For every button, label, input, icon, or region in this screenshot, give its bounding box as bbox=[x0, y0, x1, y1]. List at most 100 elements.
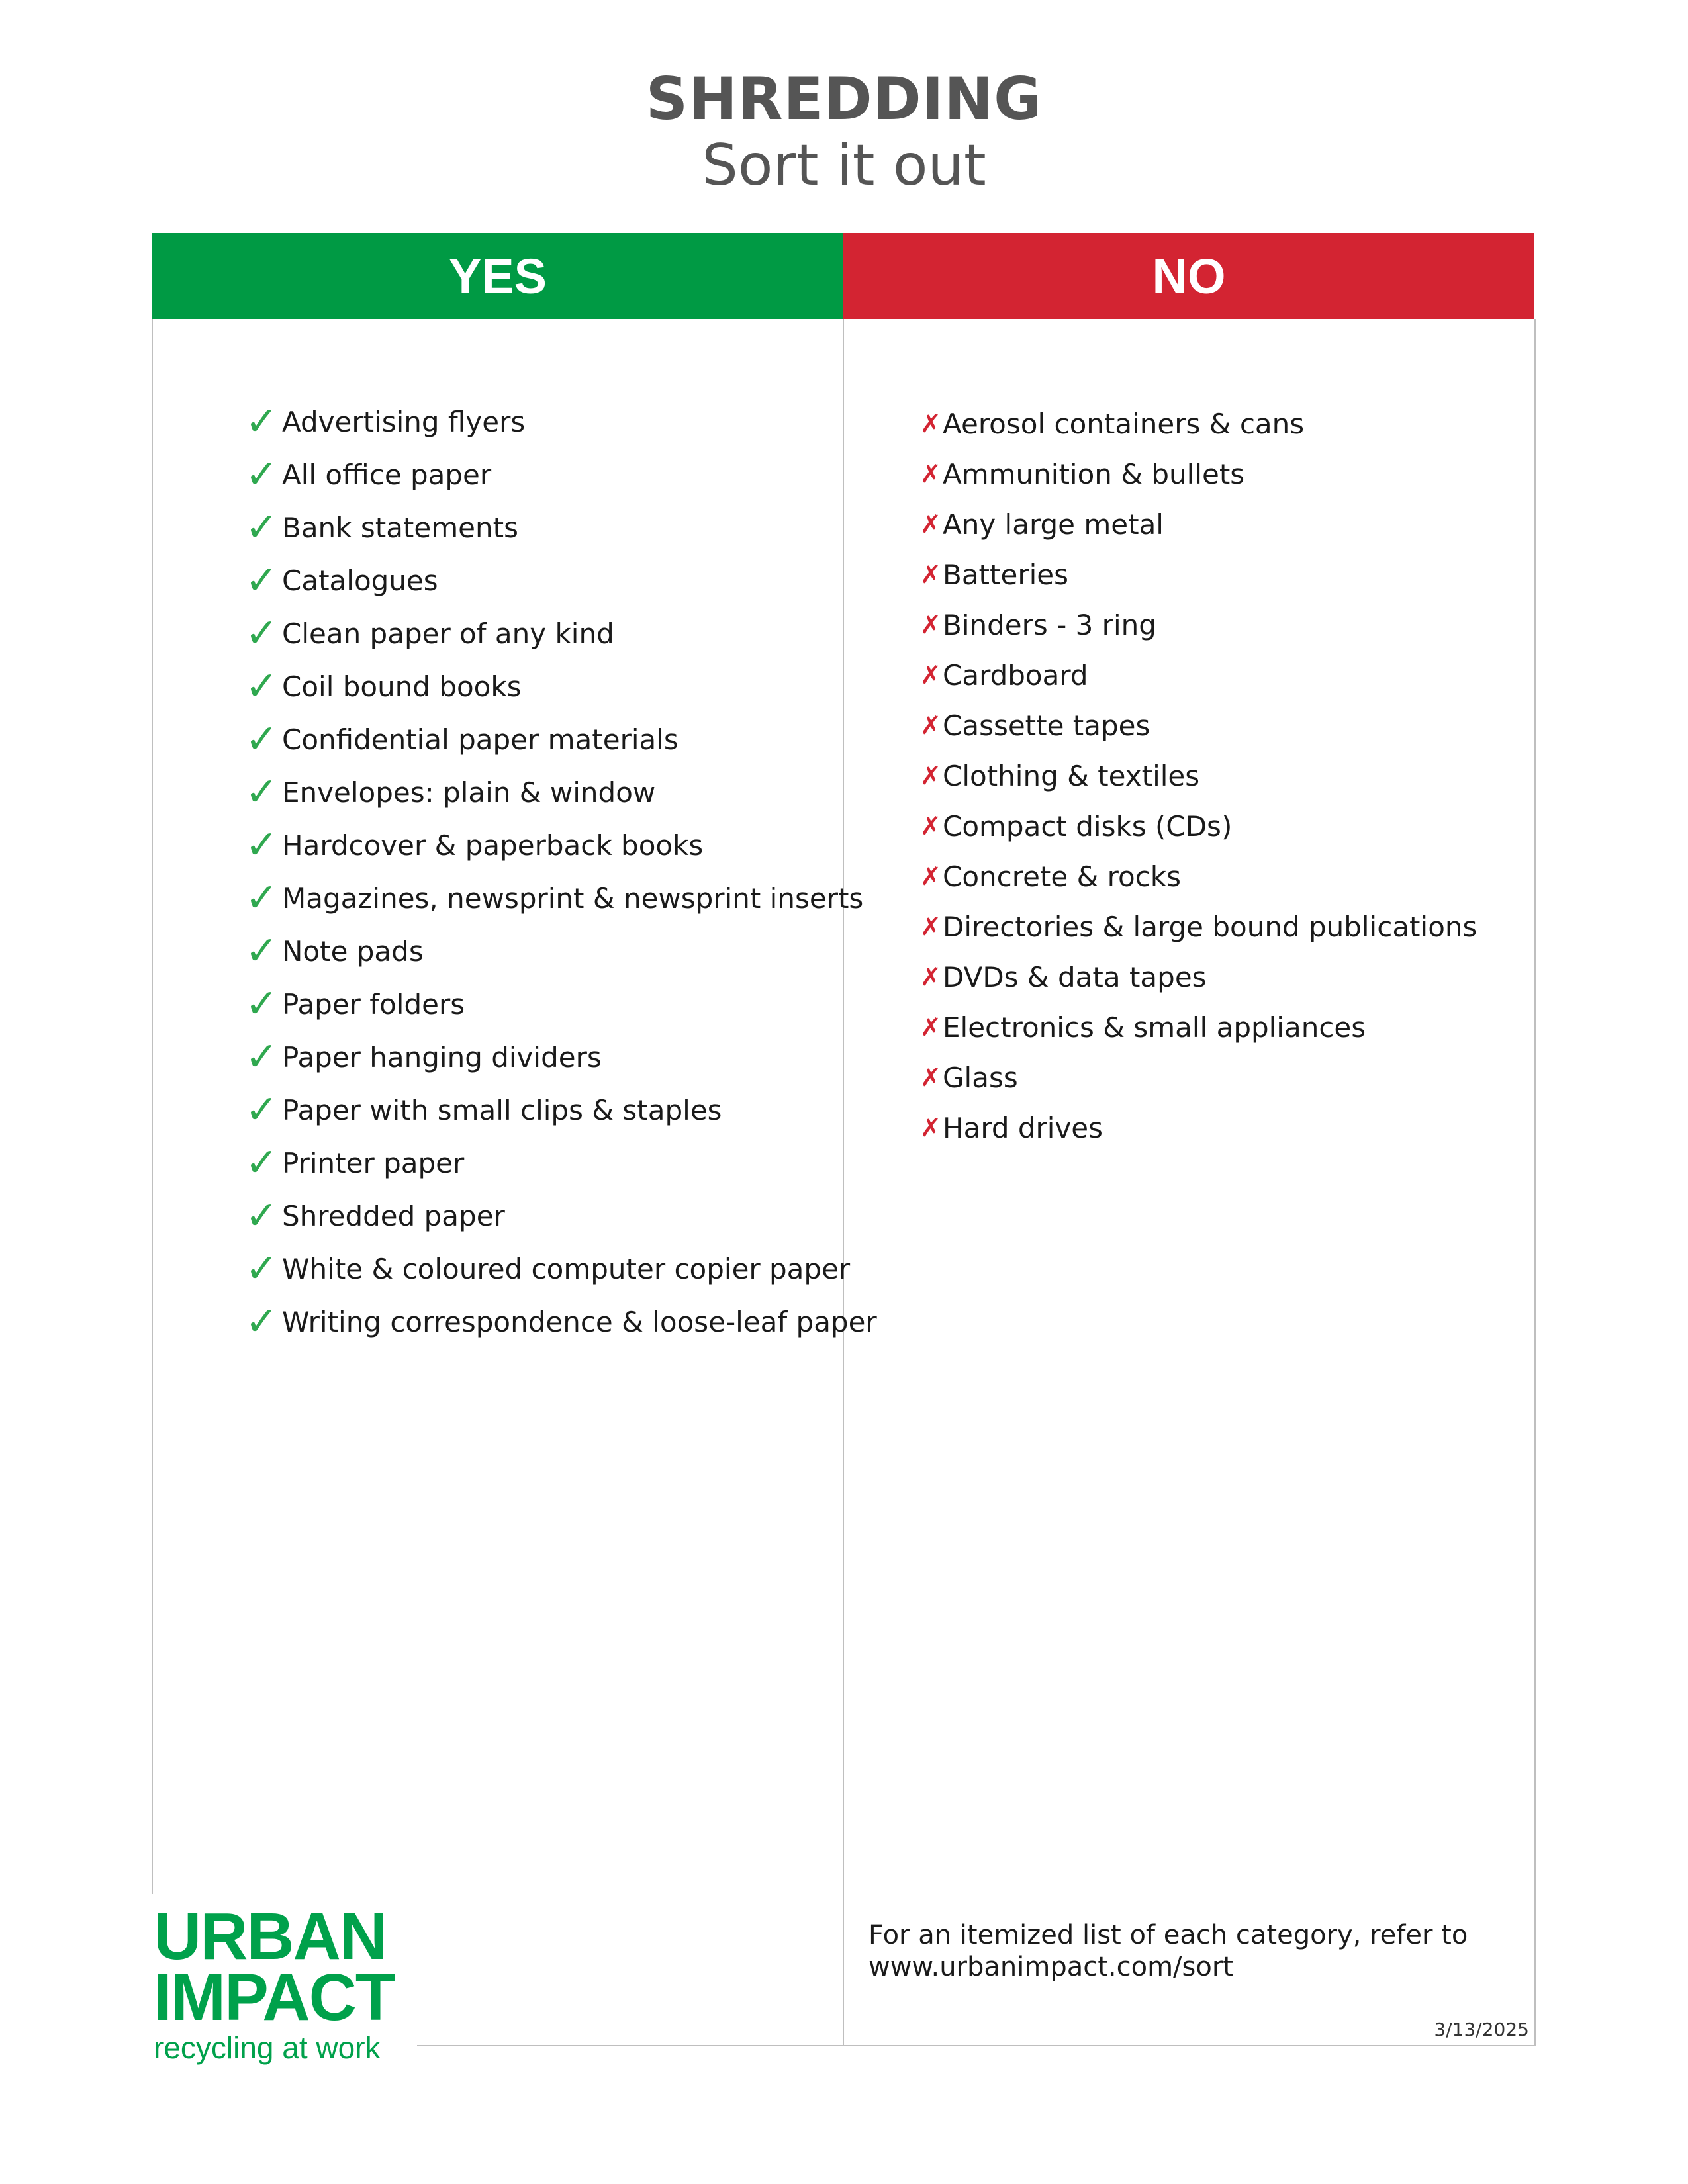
yes-item-label: Advertising flyers bbox=[282, 405, 526, 438]
no-item-label: Concrete & rocks bbox=[943, 860, 1182, 893]
check-icon: ✓ bbox=[245, 981, 279, 1027]
no-item: ✗ DVDs & data tapes bbox=[920, 952, 1477, 1002]
check-icon: ✓ bbox=[245, 1193, 279, 1239]
cross-icon: ✗ bbox=[920, 660, 941, 690]
footer-note-line-1: For an itemized list of each category, r… bbox=[868, 1920, 1468, 1950]
yes-item-label: Clean paper of any kind bbox=[282, 617, 614, 650]
no-item-label: Cassette tapes bbox=[943, 709, 1150, 742]
yes-item: ✓ Note pads bbox=[245, 925, 877, 978]
check-icon: ✓ bbox=[245, 1298, 279, 1345]
check-icon: ✓ bbox=[245, 716, 279, 762]
yes-item: ✓ Printer paper bbox=[245, 1136, 877, 1189]
check-icon: ✓ bbox=[245, 451, 279, 498]
yes-item-label: Shredded paper bbox=[282, 1199, 505, 1232]
check-icon: ✓ bbox=[245, 1087, 279, 1133]
yes-item: ✓ White & coloured computer copier paper bbox=[245, 1242, 877, 1295]
yes-item-label: Magazines, newsprint & newsprint inserts bbox=[282, 882, 864, 915]
urban-impact-logo: URBAN IMPACT recycling at work bbox=[154, 1899, 396, 2068]
yes-item-label: White & coloured computer copier paper bbox=[282, 1252, 851, 1285]
no-item-label: Ammunition & bullets bbox=[943, 457, 1245, 490]
cross-icon: ✗ bbox=[920, 862, 941, 891]
yes-item: ✓ Paper folders bbox=[245, 978, 877, 1030]
yes-item-label: Coil bound books bbox=[282, 670, 522, 703]
yes-item: ✓ Paper hanging dividers bbox=[245, 1030, 877, 1083]
no-item: ✗ Cassette tapes bbox=[920, 700, 1477, 751]
cross-icon: ✗ bbox=[920, 1063, 941, 1092]
cross-icon: ✗ bbox=[920, 459, 941, 488]
cross-icon: ✗ bbox=[920, 560, 941, 589]
yes-item: ✓ All office paper bbox=[245, 448, 877, 501]
footer-note: For an itemized list of each category, r… bbox=[868, 1919, 1468, 1983]
yes-item: ✓ Magazines, newsprint & newsprint insert… bbox=[245, 872, 877, 925]
no-item: ✗ Batteries bbox=[920, 549, 1477, 600]
cross-icon: ✗ bbox=[920, 1013, 941, 1042]
check-icon: ✓ bbox=[245, 875, 279, 921]
yes-item-label: Writing correspondence & loose-leaf pape… bbox=[282, 1305, 877, 1338]
check-icon: ✓ bbox=[245, 1034, 279, 1080]
no-item: ✗ Aerosol containers & cans bbox=[920, 398, 1477, 449]
check-icon: ✓ bbox=[245, 504, 279, 551]
check-icon: ✓ bbox=[245, 928, 279, 974]
no-item: ✗ Compact disks (CDs) bbox=[920, 801, 1477, 851]
yes-item: ✓ Clean paper of any kind bbox=[245, 607, 877, 660]
cross-icon: ✗ bbox=[920, 962, 941, 991]
check-icon: ✓ bbox=[245, 663, 279, 709]
logo-tagline: recycling at work bbox=[154, 2030, 381, 2065]
logo-line-1: URBAN bbox=[154, 1899, 387, 1974]
no-item: ✗ Ammunition & bullets bbox=[920, 449, 1477, 499]
no-item-label: Directories & large bound publications bbox=[943, 910, 1477, 943]
no-column-header: NO bbox=[843, 233, 1534, 319]
cross-icon: ✗ bbox=[920, 610, 941, 639]
cross-icon: ✗ bbox=[920, 912, 941, 941]
no-item: ✗ Glass bbox=[920, 1052, 1477, 1103]
yes-column-header: YES bbox=[152, 233, 843, 319]
yes-item: ✓ Bank statements bbox=[245, 501, 877, 554]
yes-item-label: Printer paper bbox=[282, 1146, 465, 1179]
cross-icon: ✗ bbox=[920, 510, 941, 539]
document-date: 3/13/2025 bbox=[1434, 2019, 1529, 2040]
yes-item-label: Envelopes: plain & window bbox=[282, 776, 656, 809]
check-icon: ✓ bbox=[245, 557, 279, 604]
no-item-label: Batteries bbox=[943, 558, 1068, 591]
no-list: ✗ Aerosol containers & cans ✗ Ammunition & … bbox=[920, 398, 1477, 1153]
cross-icon: ✗ bbox=[920, 811, 941, 841]
no-item-label: Binders - 3 ring bbox=[943, 608, 1156, 641]
yes-item: ✓ Confidential paper materials bbox=[245, 713, 877, 766]
page-subtitle: Sort it out bbox=[702, 132, 986, 199]
no-item-label: Glass bbox=[943, 1061, 1018, 1094]
no-item: ✗ Directories & large bound publications bbox=[920, 901, 1477, 952]
yes-item-label: Paper folders bbox=[282, 987, 465, 1021]
no-item: ✗ Cardboard bbox=[920, 650, 1477, 700]
check-icon: ✓ bbox=[245, 1246, 279, 1292]
title-block: SHREDDING Sort it out bbox=[0, 66, 1688, 199]
bottom-border bbox=[417, 2045, 1536, 2046]
no-item: ✗ Concrete & rocks bbox=[920, 851, 1477, 901]
no-item-label: Hard drives bbox=[943, 1111, 1103, 1144]
right-border bbox=[1534, 319, 1536, 2045]
no-item-label: Electronics & small appliances bbox=[943, 1011, 1366, 1044]
footer-url: www.urbanimpact.com/sort bbox=[868, 1952, 1233, 1982]
yes-item: ✓ Catalogues bbox=[245, 554, 877, 607]
yes-item: ✓ Advertising flyers bbox=[245, 395, 877, 448]
yes-item: ✓ Hardcover & paperback books bbox=[245, 819, 877, 872]
no-item-label: Aerosol containers & cans bbox=[943, 407, 1305, 440]
cross-icon: ✗ bbox=[920, 1113, 941, 1142]
left-border bbox=[152, 319, 153, 1894]
check-icon: ✓ bbox=[245, 822, 279, 868]
no-item-label: Any large metal bbox=[943, 508, 1164, 541]
check-icon: ✓ bbox=[245, 769, 279, 815]
no-item-label: DVDs & data tapes bbox=[943, 960, 1207, 993]
yes-item: ✓ Coil bound books bbox=[245, 660, 877, 713]
logo-line-2: IMPACT bbox=[154, 1960, 396, 2034]
yes-item: ✓ Envelopes: plain & window bbox=[245, 766, 877, 819]
yes-item: ✓ Paper with small clips & staples bbox=[245, 1083, 877, 1136]
center-divider bbox=[843, 319, 844, 2045]
yes-list: ✓ Advertising flyers ✓ All office paper ✓ Ban… bbox=[245, 395, 877, 1348]
no-item: ✗ Electronics & small appliances bbox=[920, 1002, 1477, 1052]
no-item: ✗ Hard drives bbox=[920, 1103, 1477, 1153]
yes-item-label: Paper hanging dividers bbox=[282, 1040, 602, 1073]
page-title: SHREDDING bbox=[645, 65, 1043, 133]
cross-icon: ✗ bbox=[920, 761, 941, 790]
yes-item-label: Bank statements bbox=[282, 511, 518, 544]
yes-item-label: All office paper bbox=[282, 458, 492, 491]
